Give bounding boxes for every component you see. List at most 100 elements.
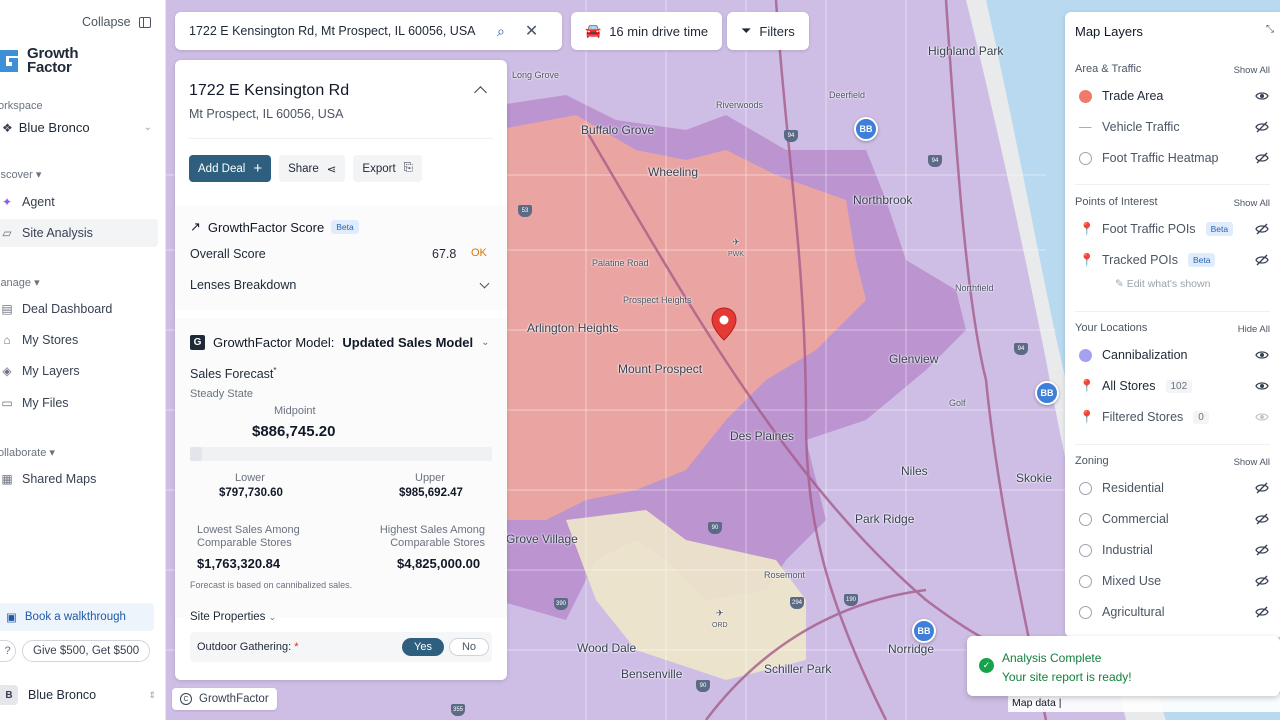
export-button[interactable]: Export ⎘ bbox=[353, 155, 422, 182]
referral-row: ? Give $500, Get $500 bbox=[0, 640, 151, 662]
collaborate-section-label[interactable]: ollaborate ▾ bbox=[0, 447, 55, 459]
layer-vehicle-traffic[interactable]: — Vehicle Traffic bbox=[1079, 117, 1269, 137]
zoning-show-all[interactable]: Show All bbox=[1233, 457, 1270, 468]
layer-label: Cannibalization bbox=[1102, 348, 1188, 362]
layer-mixed-use[interactable]: Mixed Use bbox=[1079, 571, 1269, 591]
eye-icon[interactable] bbox=[1255, 348, 1269, 362]
collapse-button[interactable]: Collapse bbox=[82, 15, 151, 29]
layer-all-stores[interactable]: 📍 All Stores 102 bbox=[1079, 376, 1269, 396]
sidebar-item-label: Agent bbox=[22, 195, 55, 209]
workspace-icon: ❖ bbox=[2, 120, 13, 135]
help-button[interactable]: ? bbox=[0, 640, 16, 662]
lenses-breakdown-toggle[interactable]: Lenses Breakdown bbox=[190, 278, 297, 292]
add-deal-label: Add Deal bbox=[198, 162, 246, 175]
eye-off-icon[interactable] bbox=[1255, 512, 1269, 526]
lower-value: $797,730.60 bbox=[219, 487, 283, 499]
manage-section-label[interactable]: lanage ▾ bbox=[0, 277, 40, 289]
add-deal-button[interactable]: Add Deal + bbox=[189, 155, 272, 182]
sidebar-item-my-stores[interactable]: ⌂ My Stores bbox=[0, 326, 158, 354]
sidebar-item-shared-maps[interactable]: ▦ Shared Maps bbox=[0, 465, 158, 493]
overall-score-status: OK bbox=[471, 247, 487, 259]
layer-foot-traffic-heatmap[interactable]: Foot Traffic Heatmap bbox=[1079, 148, 1269, 168]
filters-button[interactable]: ⏷ Filters bbox=[727, 12, 809, 50]
layer-label: Residential bbox=[1102, 481, 1164, 495]
layer-commercial[interactable]: Commercial bbox=[1079, 509, 1269, 529]
workspace-selector[interactable]: ❖ Blue Bronco ⌄ bbox=[2, 120, 152, 135]
sidebar-item-my-files[interactable]: ▭ My Files bbox=[0, 389, 158, 417]
eye-off-icon[interactable] bbox=[1255, 574, 1269, 588]
layer-cannibalization[interactable]: Cannibalization bbox=[1079, 345, 1269, 365]
area-traffic-show-all[interactable]: Show All bbox=[1233, 65, 1270, 76]
site-properties-toggle[interactable]: Site Properties ⌄ bbox=[190, 611, 277, 623]
store-marker[interactable]: BB bbox=[1035, 381, 1059, 405]
yes-option[interactable]: Yes bbox=[402, 638, 444, 656]
layer-residential[interactable]: Residential bbox=[1079, 478, 1269, 498]
store-marker[interactable]: BB bbox=[854, 117, 878, 141]
eye-off-icon[interactable] bbox=[1255, 605, 1269, 619]
layer-tracked-pois[interactable]: 📍 Tracked POIs Beta bbox=[1079, 250, 1269, 270]
beta-badge: Beta bbox=[1187, 253, 1216, 267]
sidebar-item-deal-dashboard[interactable]: ▤ Deal Dashboard bbox=[0, 295, 158, 323]
layer-trade-area[interactable]: Trade Area bbox=[1079, 86, 1269, 106]
no-option[interactable]: No bbox=[448, 638, 490, 656]
logo: Growth Factor bbox=[0, 46, 78, 76]
eye-icon[interactable] bbox=[1255, 410, 1269, 424]
analysis-complete-toast[interactable]: ✓ Analysis Complete Your site report is … bbox=[967, 636, 1280, 696]
model-selector[interactable]: G GrowthFactor Model: Updated Sales Mode… bbox=[190, 335, 490, 350]
map-label-norridge: Norridge bbox=[888, 642, 935, 656]
location-pin-icon[interactable] bbox=[711, 307, 737, 341]
your-locations-hide-all[interactable]: Hide All bbox=[1237, 324, 1270, 335]
collapse-panel-icon[interactable] bbox=[474, 86, 487, 99]
poi-show-all[interactable]: Show All bbox=[1233, 198, 1270, 209]
layer-agricultural[interactable]: Agricultural bbox=[1079, 602, 1269, 622]
layers-icon: ◈ bbox=[2, 364, 12, 378]
address-search-bar: ⌕ ✕ bbox=[175, 12, 562, 50]
store-icon: ⌂ bbox=[3, 333, 11, 347]
sidebar-item-label: My Layers bbox=[22, 364, 80, 378]
map-data-attribution[interactable]: Map data | bbox=[1008, 694, 1280, 712]
layer-industrial[interactable]: Industrial bbox=[1079, 540, 1269, 560]
user-switcher[interactable]: B Blue Bronco ⇕ bbox=[0, 685, 156, 705]
collapse-layers-icon[interactable]: ⤡ bbox=[1266, 24, 1274, 35]
divider bbox=[189, 138, 493, 139]
sidebar-item-site-analysis[interactable]: ▱ Site Analysis bbox=[0, 219, 158, 247]
highway-shield-90: 90 bbox=[708, 522, 722, 534]
highest-sales-value: $4,825,000.00 bbox=[397, 556, 481, 571]
eye-icon[interactable] bbox=[1255, 379, 1269, 393]
heatmap-swatch bbox=[1079, 151, 1092, 165]
avatar: B bbox=[0, 685, 18, 705]
trend-up-icon: ↗ bbox=[190, 219, 201, 234]
eye-off-icon[interactable] bbox=[1255, 222, 1269, 236]
edit-whats-shown-link[interactable]: ✎ Edit what's shown bbox=[1115, 278, 1211, 290]
workspace-section-label: orkspace bbox=[0, 100, 43, 112]
layer-foot-traffic-pois[interactable]: 📍 Foot Traffic POIs Beta bbox=[1079, 219, 1269, 239]
close-icon[interactable]: ✕ bbox=[524, 23, 539, 40]
forecast-footnote: Forecast is based on cannibalized sales. bbox=[190, 580, 353, 590]
eye-off-icon[interactable] bbox=[1255, 120, 1269, 134]
map-label-northbrook: Northbrook bbox=[853, 193, 913, 207]
map-label-northfield: Northfield bbox=[955, 283, 994, 293]
drive-time-button[interactable]: 🚘 16 min drive time bbox=[571, 12, 723, 50]
layer-filtered-stores[interactable]: 📍 Filtered Stores 0 bbox=[1079, 407, 1269, 427]
search-icon[interactable]: ⌕ bbox=[497, 22, 505, 39]
address-search-input[interactable] bbox=[189, 24, 489, 38]
eye-off-icon[interactable] bbox=[1255, 543, 1269, 557]
filter-icon: ⏷ bbox=[741, 23, 752, 38]
book-walkthrough-button[interactable]: ▣ Book a walkthrough bbox=[0, 603, 154, 631]
eye-icon[interactable] bbox=[1255, 89, 1269, 103]
eye-off-icon[interactable] bbox=[1255, 151, 1269, 165]
beta-badge: Beta bbox=[331, 220, 359, 234]
share-button[interactable]: Share ⋖ bbox=[279, 155, 346, 182]
lowest-sales-value: $1,763,320.84 bbox=[197, 556, 281, 571]
store-marker[interactable]: BB bbox=[912, 619, 936, 643]
logo-line-2: Factor bbox=[27, 59, 72, 76]
sidebar-item-my-layers[interactable]: ◈ My Layers bbox=[0, 357, 158, 385]
eye-off-icon[interactable] bbox=[1255, 481, 1269, 495]
sidebar-item-agent[interactable]: ✦ Agent bbox=[0, 188, 158, 216]
discover-section-label[interactable]: iscover ▾ bbox=[0, 169, 42, 181]
referral-button[interactable]: Give $500, Get $500 bbox=[22, 640, 151, 662]
eye-off-icon[interactable] bbox=[1255, 253, 1269, 267]
layer-label: All Stores bbox=[1102, 379, 1156, 393]
map-label-arlington-heights: Arlington Heights bbox=[527, 321, 619, 335]
highway-shield-190: 190 bbox=[844, 594, 858, 606]
